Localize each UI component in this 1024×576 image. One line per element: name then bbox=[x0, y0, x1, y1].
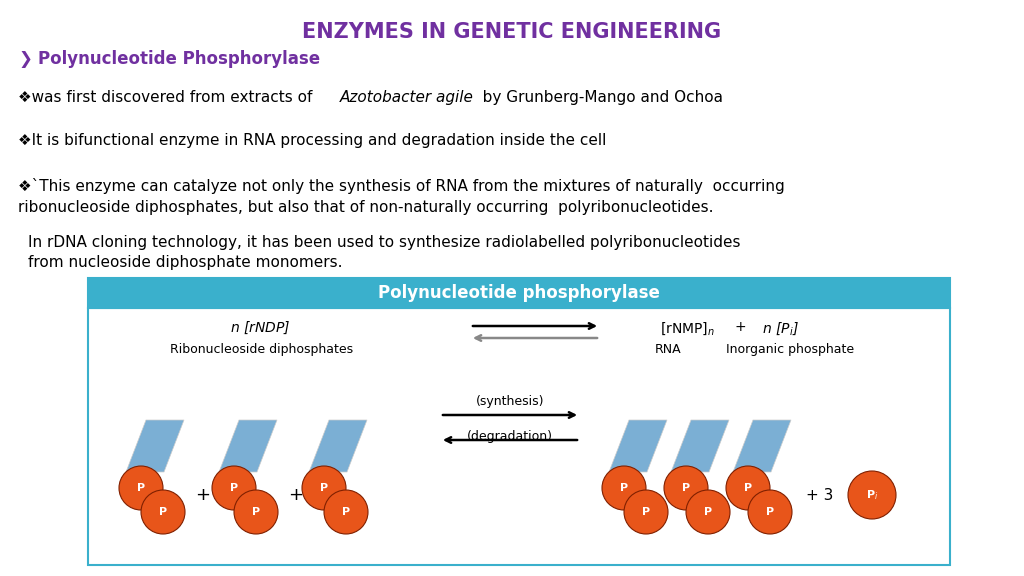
Polygon shape bbox=[309, 420, 367, 472]
Text: from nucleoside diphosphate monomers.: from nucleoside diphosphate monomers. bbox=[28, 255, 342, 270]
Circle shape bbox=[602, 466, 646, 510]
Text: by Grunberg-Mango and Ochoa: by Grunberg-Mango and Ochoa bbox=[468, 90, 723, 105]
Text: Azotobacter agile: Azotobacter agile bbox=[340, 90, 474, 105]
Text: Inorganic phosphate: Inorganic phosphate bbox=[726, 343, 854, 356]
Text: $n$ [P$_i$]: $n$ [P$_i$] bbox=[762, 320, 799, 337]
Text: P: P bbox=[230, 483, 238, 493]
Text: ❖`This enzyme can catalyze not only the synthesis of RNA from the mixtures of na: ❖`This enzyme can catalyze not only the … bbox=[18, 178, 784, 194]
Circle shape bbox=[624, 490, 668, 534]
Text: P: P bbox=[703, 507, 712, 517]
Text: P: P bbox=[642, 507, 650, 517]
Text: ❖was first discovered from extracts of: ❖was first discovered from extracts of bbox=[18, 90, 323, 105]
Polygon shape bbox=[126, 420, 184, 472]
Circle shape bbox=[664, 466, 708, 510]
Text: +: + bbox=[734, 320, 745, 334]
Text: $n$ [rNDP]: $n$ [rNDP] bbox=[229, 320, 290, 336]
Polygon shape bbox=[733, 420, 791, 472]
Text: P: P bbox=[620, 483, 628, 493]
Circle shape bbox=[119, 466, 163, 510]
Circle shape bbox=[324, 490, 368, 534]
Circle shape bbox=[726, 466, 770, 510]
Text: In rDNA cloning technology, it has been used to synthesize radiolabelled polyrib: In rDNA cloning technology, it has been … bbox=[28, 235, 740, 250]
Text: ribonucleoside diphosphates, but also that of non-naturally occurring  polyribon: ribonucleoside diphosphates, but also th… bbox=[18, 200, 714, 215]
Text: P: P bbox=[766, 507, 774, 517]
Bar bbox=[88, 308, 950, 565]
Text: P: P bbox=[159, 507, 167, 517]
Text: P$_i$: P$_i$ bbox=[866, 488, 879, 502]
Text: Polynucleotide Phosphorylase: Polynucleotide Phosphorylase bbox=[38, 50, 321, 68]
Polygon shape bbox=[671, 420, 729, 472]
Polygon shape bbox=[609, 420, 667, 472]
Polygon shape bbox=[219, 420, 278, 472]
Text: RNA: RNA bbox=[654, 343, 681, 356]
Text: (synthesis): (synthesis) bbox=[476, 395, 544, 408]
Text: P: P bbox=[319, 483, 328, 493]
Text: P: P bbox=[744, 483, 752, 493]
Text: P: P bbox=[137, 483, 145, 493]
Text: P: P bbox=[252, 507, 260, 517]
Circle shape bbox=[302, 466, 346, 510]
Circle shape bbox=[141, 490, 185, 534]
Text: Ribonucleoside diphosphates: Ribonucleoside diphosphates bbox=[170, 343, 353, 356]
Text: + 3: + 3 bbox=[806, 487, 834, 502]
Bar bbox=[88, 278, 950, 308]
Text: ENZYMES IN GENETIC ENGINEERING: ENZYMES IN GENETIC ENGINEERING bbox=[302, 22, 722, 42]
Text: P: P bbox=[342, 507, 350, 517]
Circle shape bbox=[234, 490, 278, 534]
Text: +: + bbox=[196, 486, 211, 504]
Circle shape bbox=[848, 471, 896, 519]
Circle shape bbox=[748, 490, 792, 534]
Text: P: P bbox=[682, 483, 690, 493]
Circle shape bbox=[212, 466, 256, 510]
Text: ❖It is bifunctional enzyme in RNA processing and degradation inside the cell: ❖It is bifunctional enzyme in RNA proces… bbox=[18, 133, 606, 148]
Text: (degradation): (degradation) bbox=[467, 430, 553, 443]
Text: Polynucleotide phosphorylase: Polynucleotide phosphorylase bbox=[378, 284, 659, 302]
Circle shape bbox=[686, 490, 730, 534]
Text: +: + bbox=[289, 486, 303, 504]
Text: [rNMP]$_n$: [rNMP]$_n$ bbox=[660, 320, 715, 337]
Text: ❯: ❯ bbox=[18, 50, 32, 68]
